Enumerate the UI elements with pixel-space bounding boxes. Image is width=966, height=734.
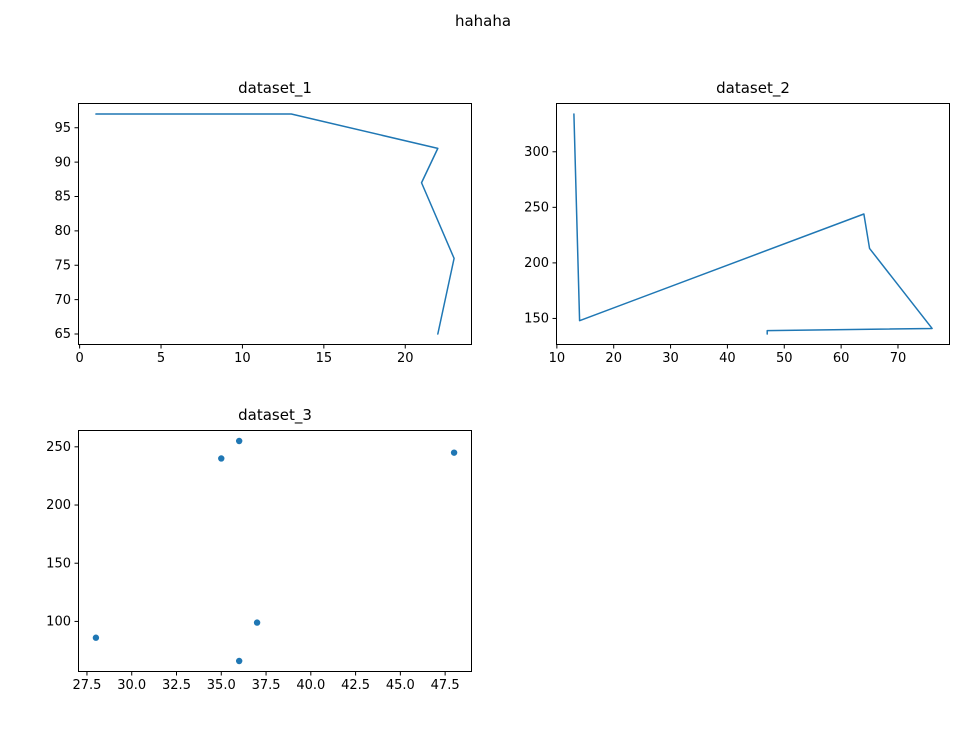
scatter-point	[235, 657, 243, 665]
scatter-point	[92, 634, 100, 641]
y-tick-label: 70	[54, 293, 71, 308]
x-tick-label: 50	[776, 351, 793, 366]
axes-frame	[78, 430, 472, 672]
x-tick-label: 5	[157, 351, 165, 366]
y-tick-label: 80	[54, 224, 71, 239]
axes-frame	[78, 103, 472, 345]
chart-svg: 10 20 30 40 50 60 70 150 200 250 300	[524, 103, 950, 366]
axes-frame	[556, 103, 950, 345]
x-tick-label: 10	[549, 351, 566, 366]
line-series	[95, 113, 455, 335]
x-tick-label: 27.5	[72, 678, 101, 693]
y-tick-label: 75	[54, 258, 71, 273]
scatter-point	[218, 455, 225, 462]
plot2-axes: 10 20 30 40 50 60 70 150 200 250 300	[524, 103, 950, 366]
chart-svg: 27.5 30.0 32.5 35.0 37.5 40.0 42.5 45.0 47.5 100 1…	[46, 430, 472, 693]
x-tick-label: 37.5	[252, 678, 281, 693]
y-tick-label: 85	[54, 190, 71, 205]
x-tick-label: 40.0	[296, 678, 325, 693]
x-tick-label: 30	[662, 351, 679, 366]
chart-svg: 0 5 10 15 20 65 70 75 80 85 90 95	[54, 103, 472, 366]
line-series	[573, 113, 933, 335]
x-tick-label: 40	[719, 351, 736, 366]
scatter-point	[235, 437, 243, 445]
plot1-axes: 0 5 10 15 20 65 70 75 80 85 90 95	[54, 103, 472, 366]
y-tick-label: 90	[54, 155, 71, 170]
y-tick-label: 200	[524, 256, 549, 271]
y-tick-label: 65	[54, 327, 71, 342]
figure-suptitle: hahaha	[454, 12, 512, 30]
plot3-title: dataset_3	[238, 406, 312, 424]
x-tick-label: 10	[234, 351, 251, 366]
y-tick-label: 250	[524, 200, 549, 215]
x-tick-label: 42.5	[341, 678, 370, 693]
x-tick-label: 30.0	[117, 678, 146, 693]
x-tick-label: 20	[605, 351, 622, 366]
y-tick-label: 200	[46, 498, 71, 513]
y-tick-label: 95	[54, 121, 71, 136]
x-tick-label: 45.0	[386, 678, 415, 693]
x-tick-label: 32.5	[162, 678, 191, 693]
x-tick-label: 70	[890, 351, 907, 366]
scatter-point	[450, 449, 458, 456]
y-tick-label: 150	[46, 556, 71, 571]
y-tick-label: 100	[46, 615, 71, 630]
scatter-point	[253, 619, 261, 626]
x-tick-label: 35.0	[207, 678, 236, 693]
plot3-axes: 27.5 30.0 32.5 35.0 37.5 40.0 42.5 45.0 47.5 100 1…	[46, 430, 472, 693]
y-tick-label: 300	[524, 145, 549, 160]
x-tick-label: 15	[316, 351, 333, 366]
x-tick-label: 60	[833, 351, 850, 366]
plot2-title: dataset_2	[716, 79, 790, 97]
x-tick-label: 20	[397, 351, 414, 366]
plot1-title: dataset_1	[238, 79, 312, 97]
y-tick-label: 150	[524, 312, 549, 327]
x-tick-label: 47.5	[431, 678, 460, 693]
x-tick-label: 0	[75, 351, 83, 366]
y-tick-label: 250	[46, 440, 71, 455]
